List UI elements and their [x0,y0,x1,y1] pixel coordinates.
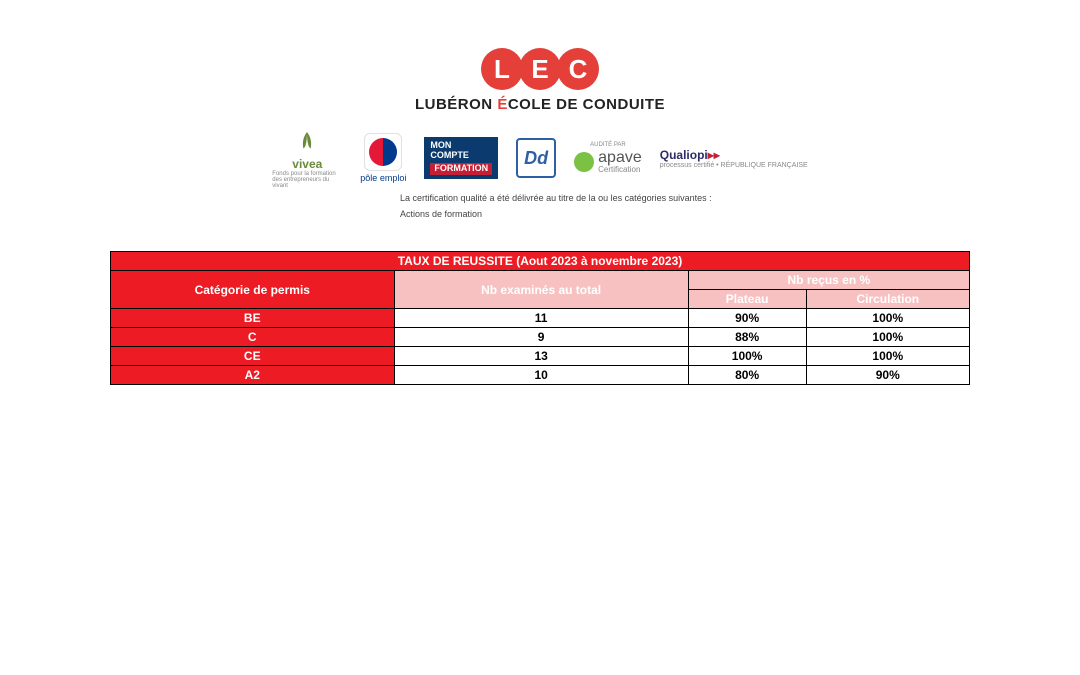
success-rate-table: TAUX DE REUSSITE (Aout 2023 à novembre 2… [110,251,970,385]
col-header-examines: Nb examinés au total [394,271,688,309]
cell-plateau: 90% [688,309,806,328]
certification-note: La certification qualité a été délivrée … [400,193,840,219]
apave-top: AUDITÉ PAR [590,142,626,148]
partner-qualiopi: Qualiopi▸▸ processus certifié • RÉPUBLIQ… [660,148,808,169]
mcf-l3: FORMATION [430,163,492,175]
cell-category: C [111,328,395,347]
qualiopi-sub: processus certifié • RÉPUBLIQUE FRANÇAIS… [660,162,808,169]
cell-category: A2 [111,366,395,385]
logo-letter-c: C [557,48,599,90]
pole-emploi-icon [364,133,402,171]
cell-plateau: 80% [688,366,806,385]
cert-note-l1: La certification qualité a été délivrée … [400,193,712,203]
leaf-icon [296,127,318,157]
col-header-circulation: Circulation [806,290,969,309]
cell-circulation: 90% [806,366,969,385]
apave-dot-icon [574,152,594,172]
cell-examines: 11 [394,309,688,328]
logo-circles: L E C [0,48,1080,90]
col-header-plateau: Plateau [688,290,806,309]
tagline-pre: LUBÉRON [415,96,497,113]
partner-apave: AUDITÉ PAR apave Certification [574,142,642,174]
col-header-category: Catégorie de permis [111,271,395,309]
cell-examines: 13 [394,347,688,366]
datadock-icon: Dd [516,138,556,178]
cell-circulation: 100% [806,328,969,347]
mcf-l2: COMPTE [430,151,492,161]
partner-datadock: Dd [516,138,556,178]
cell-plateau: 100% [688,347,806,366]
table-title: TAUX DE REUSSITE (Aout 2023 à novembre 2… [111,252,970,271]
table-row: BE1190%100% [111,309,970,328]
apave-name: apave [598,149,642,166]
qualiopi-name: Qualiopi [660,148,708,162]
vivea-name: vivea [292,157,322,171]
cell-examines: 10 [394,366,688,385]
cell-plateau: 88% [688,328,806,347]
logo-letter-e: E [519,48,561,90]
partner-logos-row: vivea Fonds pour la formation des entrep… [0,127,1080,189]
tagline-accent: É [497,96,508,113]
partner-mon-compte-formation: MON COMPTE FORMATION [424,137,498,179]
logo-letter-l: L [481,48,523,90]
tagline-post: COLE DE CONDUITE [508,96,665,113]
cell-circulation: 100% [806,347,969,366]
cell-examines: 9 [394,328,688,347]
apave-sub: Certification [598,166,642,174]
partner-pole-emploi: pôle emploi [360,133,406,183]
main-logo: L E C LUBÉRON ÉCOLE DE CONDUITE [0,0,1080,113]
col-header-recus: Nb reçus en % [688,271,969,290]
cert-note-l2: Actions de formation [400,209,840,219]
pole-emploi-name: pôle emploi [360,173,406,183]
cell-category: BE [111,309,395,328]
vivea-sub: Fonds pour la formation des entrepreneur… [272,171,342,189]
cell-category: CE [111,347,395,366]
partner-vivea: vivea Fonds pour la formation des entrep… [272,127,342,189]
table-row: A21080%90% [111,366,970,385]
table-row: C988%100% [111,328,970,347]
logo-tagline: LUBÉRON ÉCOLE DE CONDUITE [0,96,1080,113]
table-row: CE13100%100% [111,347,970,366]
cell-circulation: 100% [806,309,969,328]
